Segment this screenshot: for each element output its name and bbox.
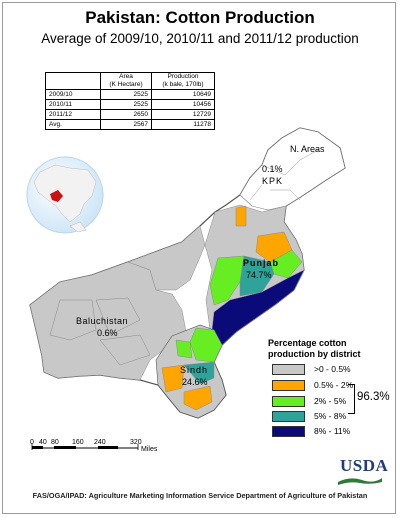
legend-label: >0 - 0.5% [314,364,351,374]
legend-label: 2% - 5% [314,396,347,406]
legend-title: Percentage cotton production by district [268,338,361,359]
district-borders-north [249,149,319,201]
scale-unit: Miles [141,446,158,453]
table-row: Avg. 2567 11278 [45,119,215,130]
table-cell-area: 2525 [100,89,152,100]
legend-bracket-total: 96.3% [357,391,390,403]
table-cell-production: 11278 [151,119,215,130]
table-header-production: Production (k bale, 170lb) [151,72,215,90]
table-cell-area: 2650 [100,109,152,120]
table-cell-year: 2011/12 [45,109,101,120]
label-n-areas: N. Areas [290,144,325,154]
table-row: 2010/11 2525 10456 [45,99,215,110]
label-sindh: Sindh [180,365,209,375]
table-header-row: Area (K Hectare) Production (k bale, 170lb… [45,72,215,90]
district-green [175,339,193,359]
legend-label: 5% - 8% [314,411,347,421]
scale-tick: 40 [39,439,47,446]
scale-bar [31,444,139,450]
legend-swatch [272,396,305,407]
label-baluchistan-pct: 0.6% [97,328,118,338]
table-cell-year: 2010/11 [45,99,101,110]
production-table: Area (K Hectare) Production (k bale, 170lb… [45,72,215,130]
label-kpk-pct: 0.1% [262,164,283,174]
label-sindh-pct: 24.6% [182,377,208,387]
table-cell-production: 10649 [151,89,215,100]
legend-label: 0.5% - 2% [314,380,354,390]
table-header-area: Area (K Hectare) [100,72,152,90]
district-navy [211,269,305,346]
legend-swatch [272,380,305,391]
legend-bracket [348,384,355,414]
scale-tick: 320 [130,439,142,446]
region-baluchistan-north [127,225,206,291]
scale-tick: 160 [72,439,84,446]
district-borders-west [49,297,151,366]
table-cell-production: 12729 [151,109,215,120]
label-kpk: KPK [262,176,284,186]
label-punjab: Punjab [243,258,280,268]
usda-logo-swoosh [338,478,382,485]
table-cell-production: 10456 [151,99,215,110]
table-cell-area: 2567 [100,119,152,130]
table-cell-area: 2525 [100,99,152,110]
table-header-blank [45,72,101,90]
pakistan-highlight [50,190,63,202]
globe-inset [26,156,104,234]
district-orange [235,205,247,227]
legend-label: 8% - 11% [314,426,351,436]
map-frame [2,2,396,514]
table-row: 2011/12 2650 12729 [45,109,215,120]
legend-swatch [272,411,305,422]
map-subtitle: Average of 2009/10, 2010/11 and 2011/12 … [41,31,359,46]
legend-swatch [272,364,305,375]
table-cell-year: 2009/10 [45,89,101,100]
legend-swatch [272,426,305,437]
table-row: 2009/10 2525 10649 [45,89,215,100]
table-cell-year: Avg. [45,119,101,130]
label-baluchistan: Baluchistan [76,316,129,326]
scale-tick: 0 [30,439,34,446]
scale-tick: 80 [51,439,59,446]
footer-credit: FAS/OGA/IPAD: Agriculture Marketing Info… [32,491,368,500]
district-orange [161,364,185,393]
district-orange [183,385,213,411]
usda-logo: USDA [340,456,389,475]
scale-tick: 240 [94,439,106,446]
district-teal [183,361,215,385]
map-title: Pakistan: Cotton Production [85,8,315,27]
region-north [239,127,346,211]
label-punjab-pct: 74.7% [246,270,272,280]
